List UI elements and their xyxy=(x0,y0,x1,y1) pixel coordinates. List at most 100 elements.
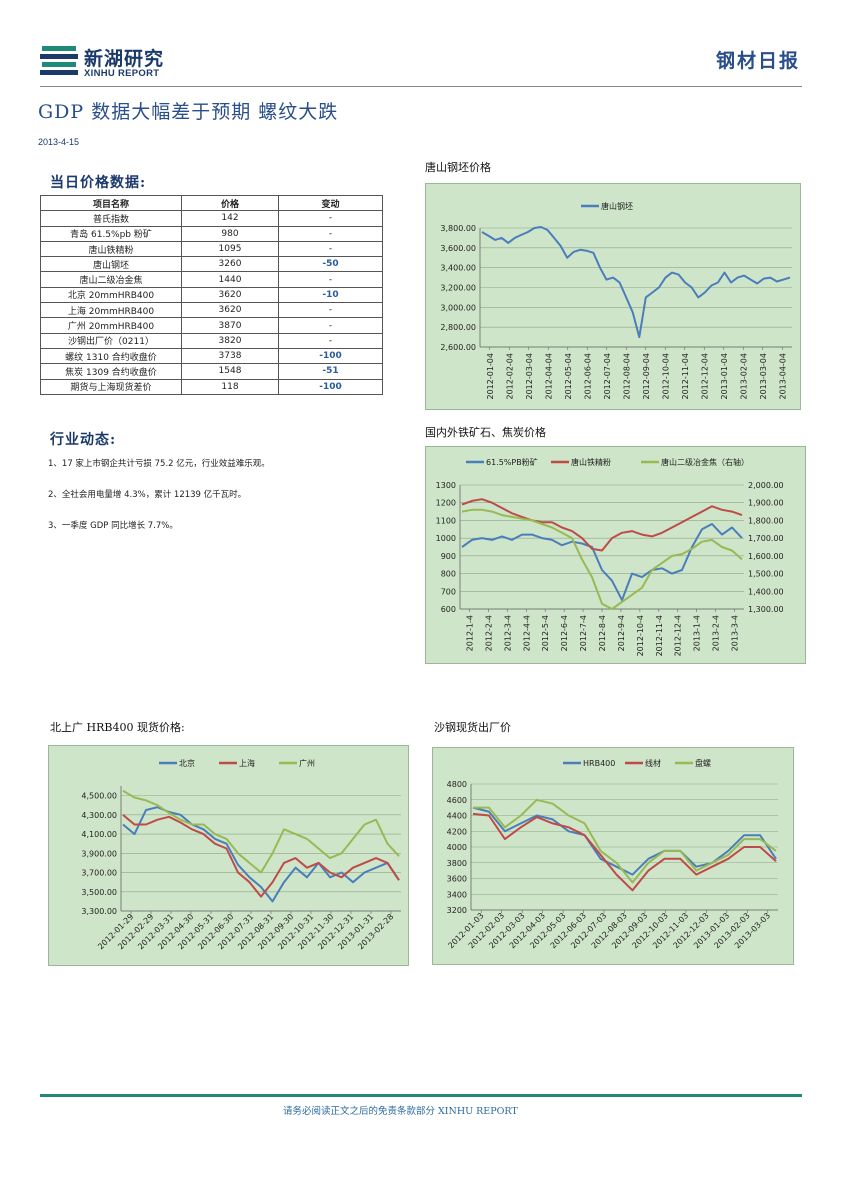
legend-label: 广州 xyxy=(299,758,315,768)
row-price: 1095 xyxy=(181,240,279,258)
legend-label: 唐山钢坯 xyxy=(601,201,633,211)
x-tick-label: 2012-2-4 xyxy=(484,615,493,651)
y-tick-label: 2,800.00 xyxy=(440,323,476,332)
x-tick-label: 2013-03-04 xyxy=(759,353,768,400)
y-tick-label: 4000 xyxy=(447,843,467,852)
news-section-title: 行业动态: xyxy=(50,432,117,448)
y-tick-label: 3,900.00 xyxy=(81,849,117,858)
table-row: 螺纹 1310 合约收盘价 3738 -100 xyxy=(40,347,383,365)
row-change: - xyxy=(278,225,383,242)
x-tick-label: 2012-10-04 xyxy=(661,353,670,400)
legend-label: 盘螺 xyxy=(695,758,711,768)
x-tick-label: 2012-06-04 xyxy=(583,353,592,400)
row-price: 3260 xyxy=(181,256,279,273)
y-tick-label: 600 xyxy=(441,605,456,614)
row-name: 唐山钢坯 xyxy=(40,256,182,273)
table-row: 青岛 61.5%pb 粉矿 980- xyxy=(40,225,383,242)
y-tick-label: 1100 xyxy=(436,516,456,525)
y-tick-label: 4,300.00 xyxy=(81,811,117,820)
x-tick-label: 2013-3-4 xyxy=(731,615,740,651)
logo-text-en: XINHU REPORT xyxy=(84,68,160,79)
y-tick-label: 4,500.00 xyxy=(81,792,117,801)
y2-tick-label: 1,800.00 xyxy=(748,516,784,525)
y-tick-label: 2,600.00 xyxy=(440,343,476,352)
row-price: 980 xyxy=(181,225,279,242)
y-tick-label: 3,500.00 xyxy=(81,888,117,897)
x-tick-label: 2012-02-04 xyxy=(505,353,514,400)
logo xyxy=(40,44,80,78)
row-price: 118 xyxy=(181,378,279,395)
footer-line xyxy=(40,1094,802,1097)
logo-mark-icon xyxy=(40,46,78,75)
x-tick-label: 2012-7-4 xyxy=(579,615,588,651)
legend-label: 北京 xyxy=(179,758,195,768)
row-change: -51 xyxy=(278,363,383,380)
y-tick-label: 3,300.00 xyxy=(81,907,117,916)
y-tick-label: 4200 xyxy=(447,827,467,836)
y-tick-label: 3,700.00 xyxy=(81,869,117,878)
row-price: 3820 xyxy=(181,332,279,349)
row-price: 3620 xyxy=(181,302,279,319)
chart-shagang-svg: 3200340036003800400042004400460048002012… xyxy=(446,758,778,950)
price-table: 项目名称 价格 变动 普氏指数 142- 青岛 61.5%pb 粉矿 980- 唐山铁精… xyxy=(40,194,383,395)
x-tick-label: 2012-11-4 xyxy=(655,615,664,656)
footer-disclaimer: 请务必阅读正文之后的免责条款部分 XINHU REPORT xyxy=(283,1106,518,1117)
legend-label: 上海 xyxy=(239,758,255,768)
x-tick-label: 2013-02-04 xyxy=(739,353,748,400)
chart-shagang: 3200 3400 3600 3800 4000 4200 4400 4600 4800 2012… xyxy=(432,747,794,965)
x-tick-label: 2012-05-04 xyxy=(564,353,573,400)
logo-text-cn: 新湖研究 xyxy=(84,48,165,70)
x-tick-label: 2012-07-04 xyxy=(603,353,612,400)
series-line xyxy=(461,508,743,610)
row-name: 青岛 61.5%pb 粉矿 xyxy=(40,225,182,242)
row-change: -50 xyxy=(278,256,383,273)
x-tick-label: 2012-01-04 xyxy=(486,353,495,400)
series-line xyxy=(472,812,777,892)
series-line xyxy=(481,226,791,339)
table-row: 期货与上海现货差价 118 -100 xyxy=(40,378,383,395)
x-tick-label: 2013-04-04 xyxy=(778,353,787,400)
x-tick-label: 2012-5-4 xyxy=(541,615,550,651)
col-header-change: 变动 xyxy=(278,194,383,212)
x-tick-label: 2012-9-4 xyxy=(617,615,626,651)
y2-tick-label: 1,300.00 xyxy=(748,605,784,614)
x-tick-label: 2013-2-4 xyxy=(712,615,721,651)
chart-title-shagang: 沙钢现货出厂价 xyxy=(434,721,511,734)
chart-billet-svg: 2,600.00 2,800.00 3,000.00 3,200.00 3,400.00… xyxy=(440,201,792,400)
legend-label: 唐山二级冶金焦（右轴） xyxy=(661,457,749,467)
series-line xyxy=(461,523,743,602)
table-row: 唐山二级冶金焦 1440- xyxy=(40,271,383,288)
row-name: 唐山二级冶金焦 xyxy=(40,271,182,288)
x-tick-label: 2012-10-4 xyxy=(636,615,645,656)
row-price: 1548 xyxy=(181,363,279,380)
row-name: 广州 20mmHRB400 xyxy=(40,317,182,334)
report-type: 钢材日报 xyxy=(716,50,801,72)
row-name: 唐山铁精粉 xyxy=(40,240,182,258)
y-tick-label: 4600 xyxy=(447,796,467,805)
y-tick-label: 900 xyxy=(441,552,456,561)
y-tick-label: 3400 xyxy=(447,890,467,899)
table-row: 唐山钢坯 3260 -50 xyxy=(40,256,383,273)
x-tick-label: 2012-11-04 xyxy=(681,353,690,400)
x-tick-label: 2012-3-4 xyxy=(503,615,512,651)
y-tick-label: 4400 xyxy=(447,812,467,821)
col-header-price: 价格 xyxy=(181,194,279,212)
row-name: 普氏指数 xyxy=(40,210,182,227)
row-change: -100 xyxy=(278,347,383,365)
row-price: 3870 xyxy=(181,317,279,334)
x-tick-label: 2012-08-04 xyxy=(622,353,631,400)
chart-title-hrb400: 北上广 HRB400 现货价格: xyxy=(50,721,185,734)
row-name: 螺纹 1310 合约收盘价 xyxy=(40,347,182,365)
chart-title-ore-coke: 国内外铁矿石、焦炭价格 xyxy=(425,426,546,439)
table-row: 上海 20mmHRB400 3620- xyxy=(40,302,383,319)
y2-tick-label: 1,500.00 xyxy=(748,570,784,579)
row-change: - xyxy=(278,240,383,258)
y-tick-label: 3,400.00 xyxy=(440,264,476,273)
legend-label: 61.5%PB粉矿 xyxy=(486,457,538,467)
legend-label: HRB400 xyxy=(583,759,615,768)
y-tick-label: 3,600.00 xyxy=(440,244,476,253)
row-price: 3620 xyxy=(181,286,279,304)
header-divider xyxy=(40,86,802,87)
series-line xyxy=(122,814,400,898)
page-title: GDP 数据大幅差于预期 螺纹大跌 xyxy=(38,101,339,123)
